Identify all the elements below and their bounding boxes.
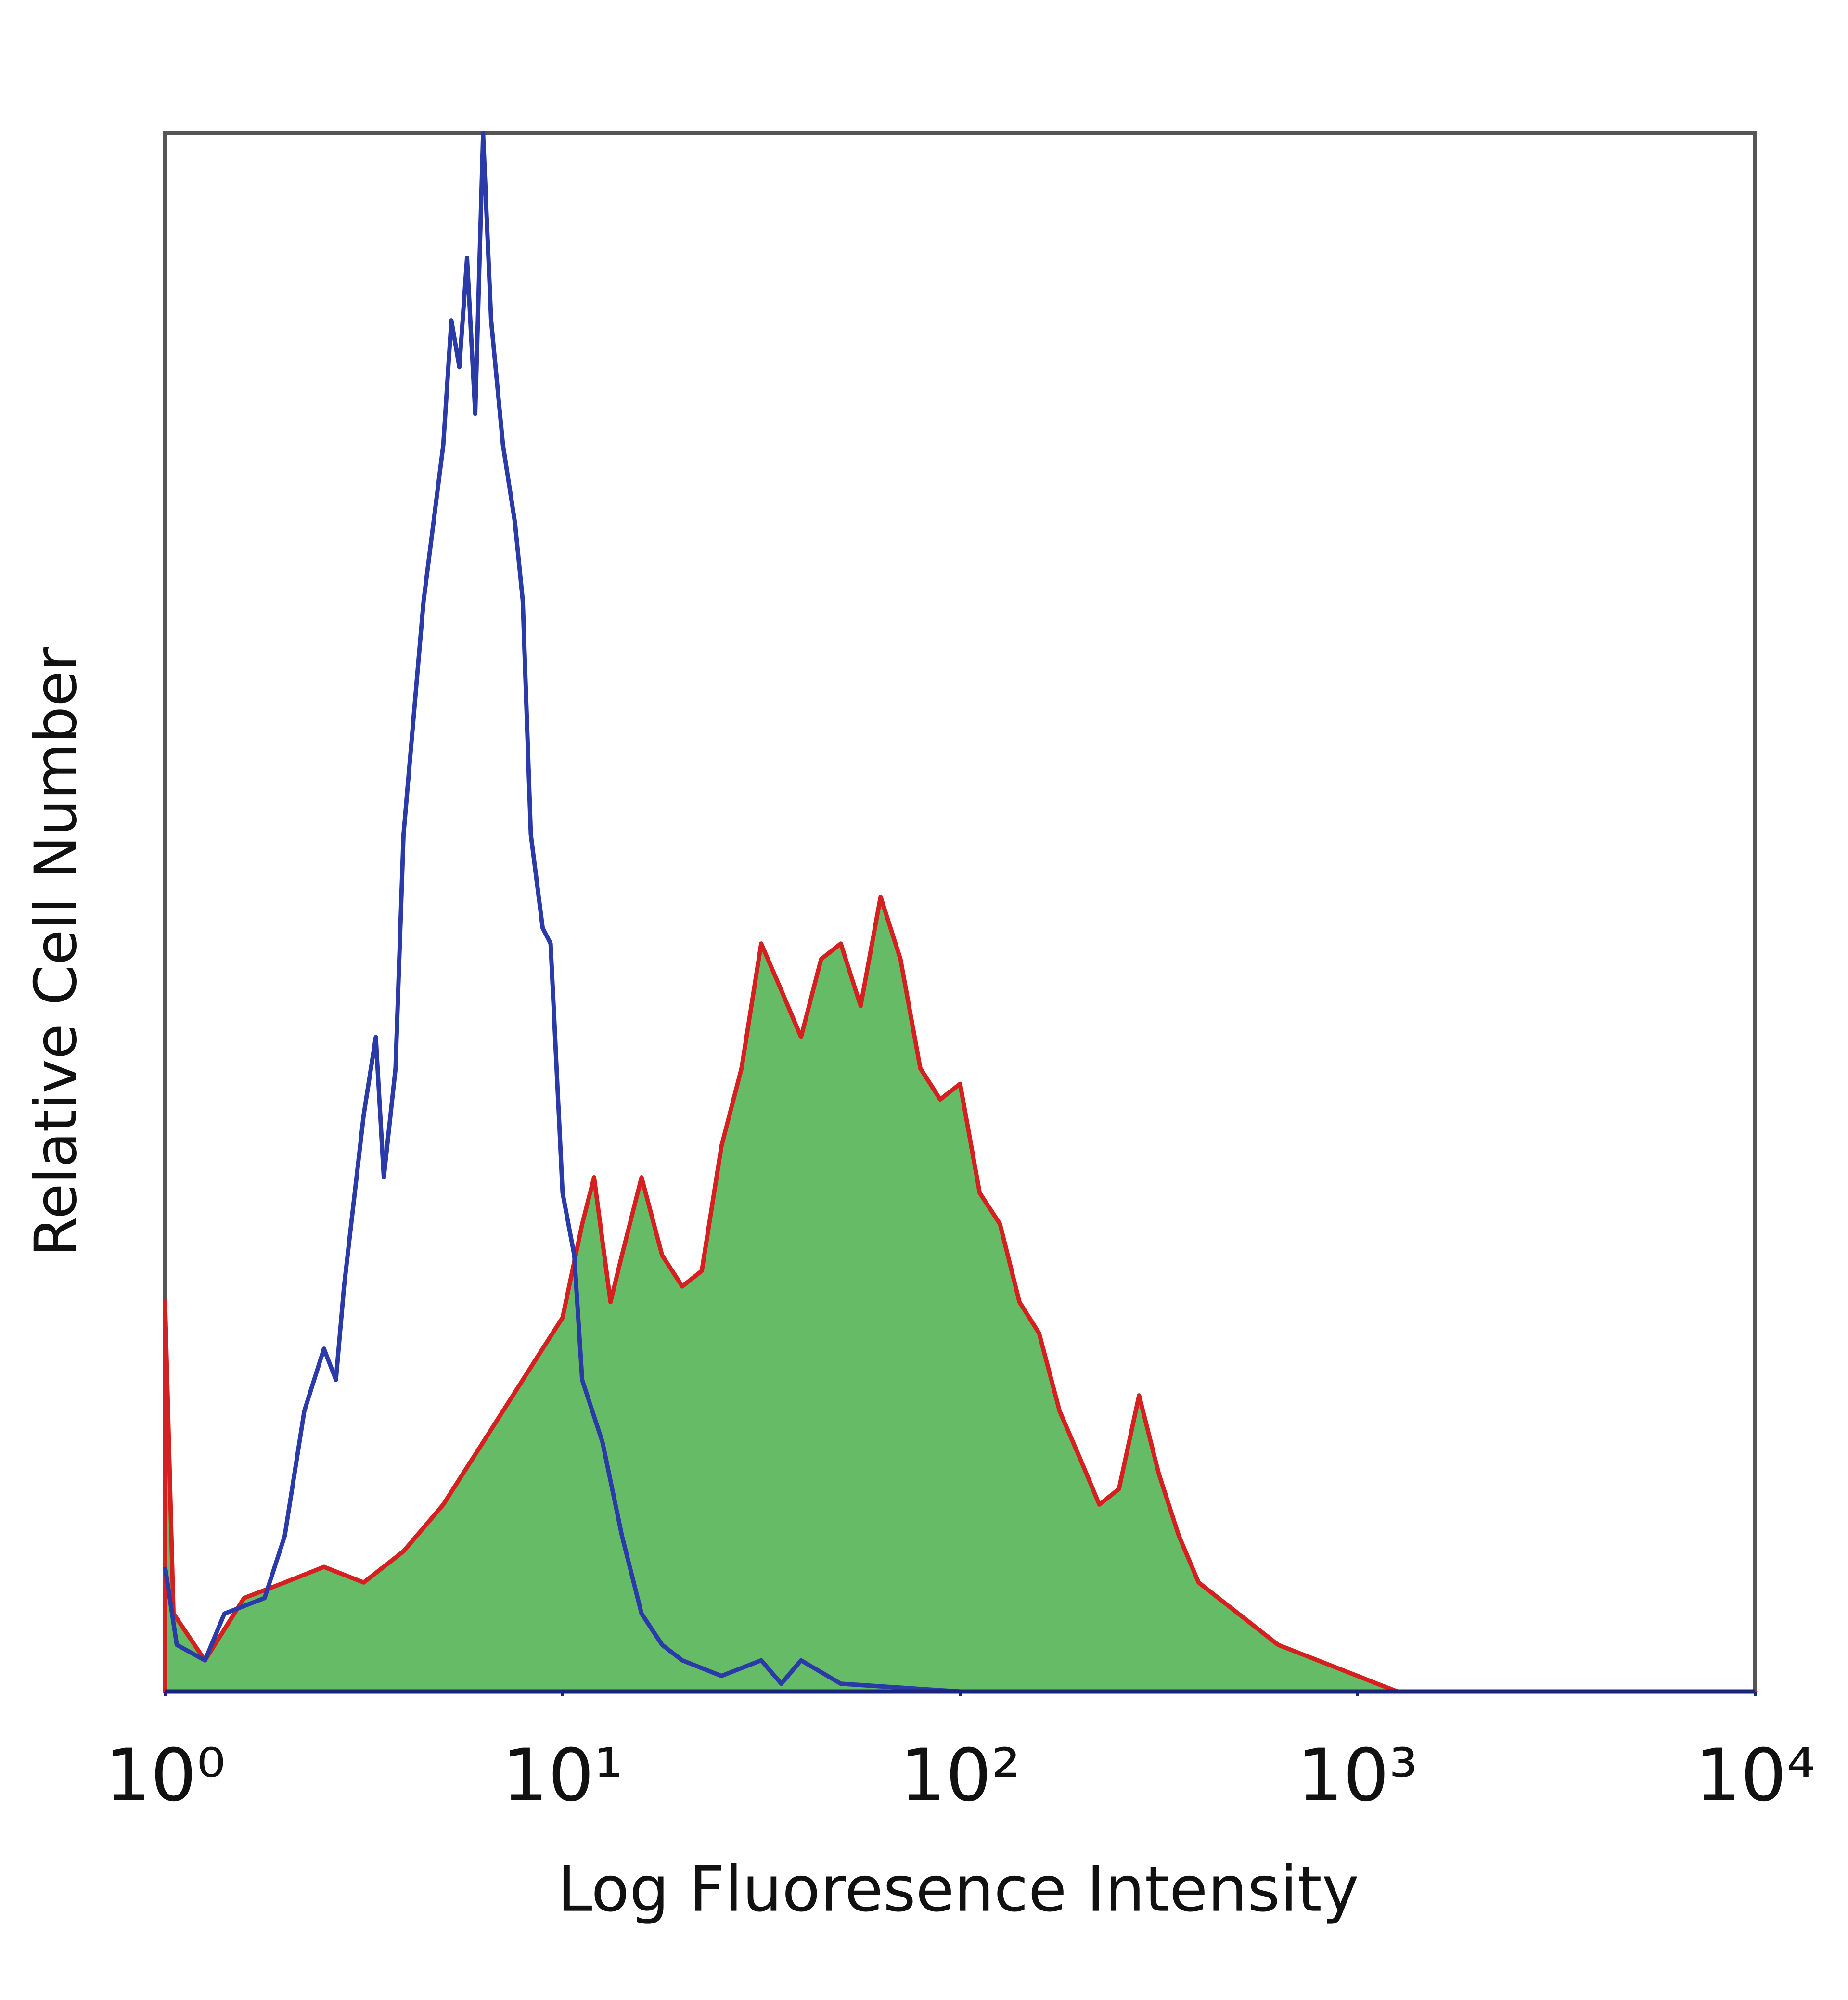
x-tick-label: 10⁴ [1694,1734,1815,1818]
x-tick-label: 10³ [1297,1734,1418,1818]
histogram-area [163,895,1758,1694]
x-tick-label: 10² [899,1734,1020,1818]
x-tick-label: 10¹ [502,1734,623,1818]
x-axis-label: Log Fluoresence Intensity [557,1853,1359,1926]
x-tick-label: 10⁰ [104,1734,225,1818]
y-axis-label: Relative Cell Number [23,647,90,1256]
histogram-line [163,131,1755,1694]
